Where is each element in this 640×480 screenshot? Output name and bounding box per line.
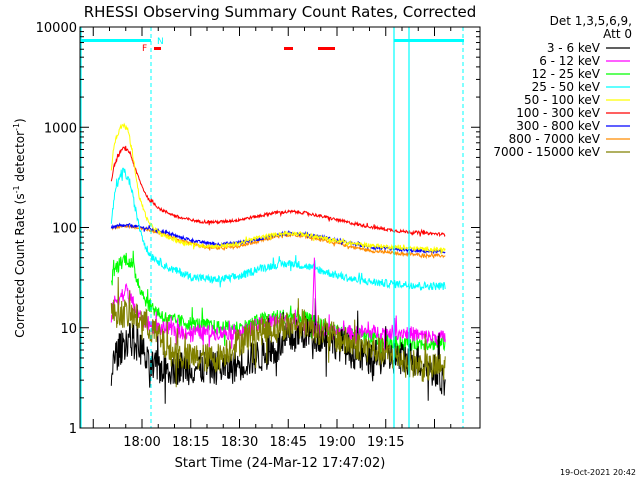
chart-title: RHESSI Observing Summary Count Rates, Co… <box>84 3 477 21</box>
x-tick-label: 19:15 <box>367 435 404 450</box>
legend-entry-label: 12 - 25 keV <box>532 67 601 81</box>
plot-area <box>110 122 446 404</box>
legend-entry-label: 7000 - 15000 keV <box>493 145 600 159</box>
timestamp: 19-Oct-2021 20:42 <box>560 468 636 477</box>
legend-entry-label: 3 - 6 keV <box>547 41 601 55</box>
legend-header-1: Det 1,3,5,6,9, <box>550 14 632 28</box>
x-tick-label: 19:00 <box>318 435 355 450</box>
flare-bar-1 <box>154 47 161 50</box>
y-tick-label: 10 <box>60 322 77 337</box>
legend-entry-label: 50 - 100 keV <box>524 93 601 107</box>
y-tick-label: 1 <box>69 422 77 437</box>
series-line-6 <box>110 145 446 238</box>
y-tick-label: 10000 <box>36 21 77 36</box>
y-tick-label: 1000 <box>44 121 77 136</box>
x-tick-label: 18:00 <box>123 435 160 450</box>
flare-bar-2 <box>284 47 293 50</box>
x-axis-label: Start Time (24-Mar-12 17:47:02) <box>175 456 386 471</box>
y-axis-label: Corrected Count Rate (s-1 detector-1) <box>12 118 27 337</box>
axes: 1 10 100 1000 10000 18:00 18:15 18:30 18:45 19:00… <box>36 21 481 450</box>
flare-bar-3 <box>318 47 335 50</box>
y-axis-label-main: Corrected Count Rate (s <box>13 193 27 337</box>
x-tick-label: 18:30 <box>221 435 258 450</box>
y-axis-label-end: ) <box>13 118 27 123</box>
flare-spike <box>312 257 317 324</box>
legend-entry-label: 800 - 7000 keV <box>509 132 601 146</box>
y-axis-label-sup2: -1 <box>12 123 21 131</box>
legend-entry-label: 100 - 300 keV <box>516 106 600 120</box>
legend-entry-label: 6 - 12 keV <box>539 54 601 68</box>
legend-entry-label: 300 - 800 keV <box>516 119 600 133</box>
night-bar-right <box>394 39 464 42</box>
series-line-5 <box>110 122 446 255</box>
series-line-9 <box>110 276 446 388</box>
flag-n-label: N <box>157 37 164 47</box>
legend-header-2: Att 0 <box>603 27 632 41</box>
x-tick-label: 18:15 <box>172 435 209 450</box>
flag-f-label: F <box>142 44 147 54</box>
x-tick-label: 18:45 <box>270 435 307 450</box>
y-tick-label: 100 <box>52 222 77 237</box>
y-axis-label-sup1: -1 <box>12 185 21 193</box>
legend-entry-label: 25 - 50 keV <box>532 80 601 94</box>
series-line-4 <box>110 167 446 291</box>
night-bar-left <box>81 39 151 42</box>
y-axis-label-mid: detector <box>13 131 27 186</box>
